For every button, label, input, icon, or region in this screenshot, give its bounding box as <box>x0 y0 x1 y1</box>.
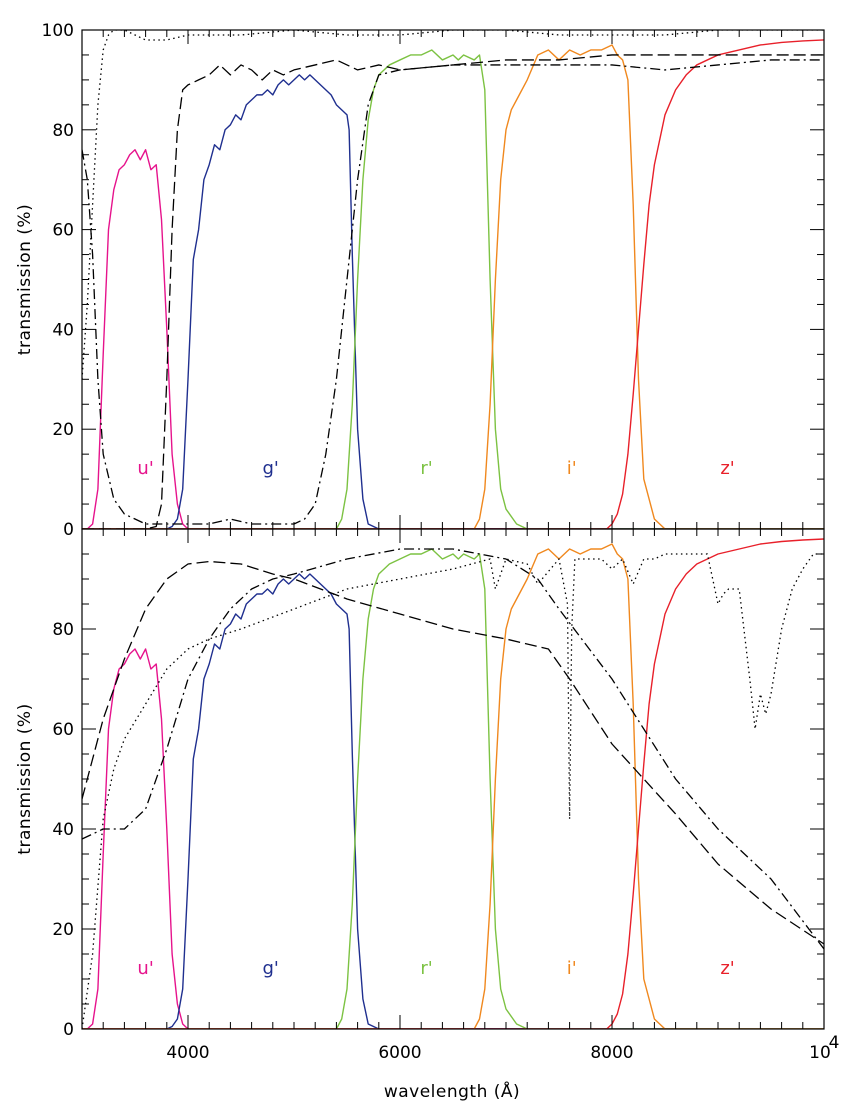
reference-curve-dashdot-line <box>82 59 824 525</box>
band-label: i' <box>567 958 577 979</box>
series-group <box>82 30 824 529</box>
x-tick-exponent: 4 <box>829 1033 840 1053</box>
x-tick-label: 8000 <box>590 1043 633 1063</box>
y-axis-title: transmission (%) <box>15 204 35 355</box>
x-tick-label: 10 <box>809 1043 831 1063</box>
band-label: r' <box>420 458 432 479</box>
filter-curve-u-line <box>82 149 824 529</box>
y-tick-label: 20 <box>52 920 74 940</box>
bottom-panel: 0 20 40 60 80 4000 6000 8000 104 transmission (%)… <box>15 528 840 1063</box>
band-label: r' <box>420 958 432 979</box>
filter-curve-r-line <box>82 49 824 529</box>
plot-frame <box>81 528 825 1030</box>
reference-curve-dashed-line <box>82 560 824 945</box>
y-tick-label: 40 <box>52 320 74 340</box>
y-tick-label: 0 <box>63 1020 74 1040</box>
band-label: u' <box>137 958 153 979</box>
filter-curve-u-line <box>82 648 824 1029</box>
filter-curve-z-line <box>82 39 824 529</box>
y-tick-label: 60 <box>52 720 74 740</box>
filter-curve-r-line <box>82 548 824 1029</box>
filter-curve-z-line <box>82 538 824 1029</box>
band-label: u' <box>137 458 153 479</box>
y-tick-label: 100 <box>42 21 74 41</box>
reference-curve-dashed-line <box>82 54 824 529</box>
plot-frame <box>81 29 825 530</box>
reference-curve-dotted-line <box>82 30 824 380</box>
reference-curve-dashdot-line <box>82 548 824 950</box>
x-axis-title: wavelength (Å) <box>384 1080 520 1102</box>
y-tick-label: 80 <box>52 121 74 141</box>
x-tick-label: 6000 <box>378 1043 421 1063</box>
top-panel: 0 20 40 60 80 100 transmission (%) u' g' r' i' z' <box>15 21 825 540</box>
y-tick-label: 80 <box>52 620 74 640</box>
filter-curve-i-line <box>82 543 824 1029</box>
y-tick-label: 0 <box>63 520 74 540</box>
filter-curve-g-line <box>82 573 824 1029</box>
y-axis-title: transmission (%) <box>15 703 35 854</box>
y-tick-label: 20 <box>52 420 74 440</box>
band-label: g' <box>262 458 278 479</box>
y-tick-label: 40 <box>52 820 74 840</box>
band-label: z' <box>720 458 734 479</box>
x-tick-label: 4000 <box>166 1043 209 1063</box>
filter-curve-g-line <box>82 74 824 529</box>
y-tick-label: 60 <box>52 221 74 241</box>
filter-curve-i-line <box>82 44 824 529</box>
band-label: g' <box>262 958 278 979</box>
band-label: z' <box>720 958 734 979</box>
reference-curve-dotted-line <box>82 553 824 1029</box>
band-label: i' <box>567 458 577 479</box>
series-group <box>82 538 824 1029</box>
